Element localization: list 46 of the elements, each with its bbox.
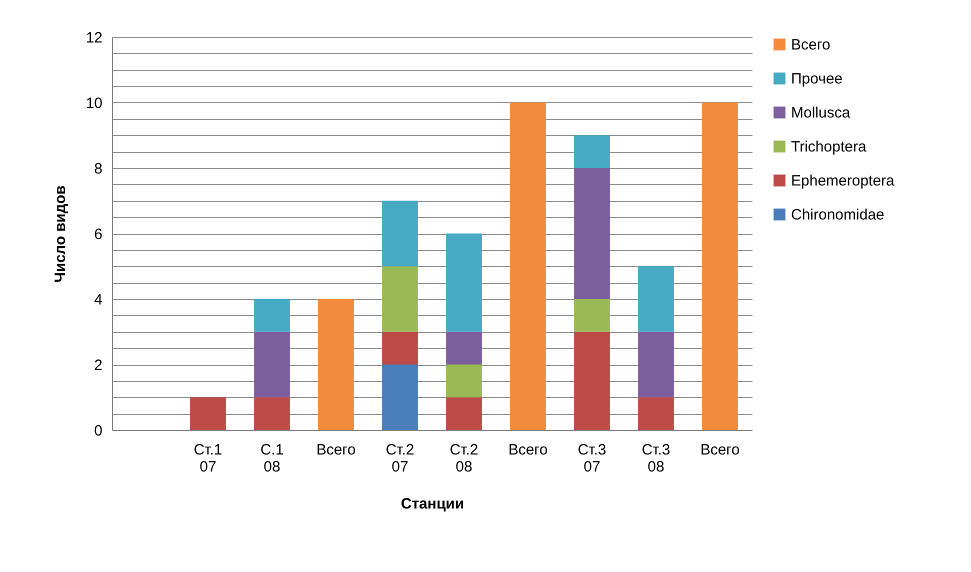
x-tick-label: С.1 08 [260,442,284,476]
bar [190,397,226,430]
y-tick-label: 12 [86,30,102,46]
y-tick-label: 6 [94,226,102,243]
bar [382,364,418,430]
bar [254,299,290,332]
x-tick-label: Ст.2 07 [386,442,414,476]
x-tick-label: Всего [508,442,548,458]
x-tick-label: Всего [316,442,356,458]
bar [574,135,610,168]
bar [254,397,290,430]
bar [446,234,482,332]
legend-label: Ephemeroptera [791,172,896,190]
bar [574,299,610,332]
bar [446,364,482,398]
y-tick-label: 2 [94,357,102,374]
bar [382,200,418,266]
y-tick-label: 8 [94,160,102,178]
bar [574,168,610,299]
y-tick-label: 4 [94,292,102,308]
legend-label: Trichoptera [791,138,867,156]
bar [382,332,418,364]
bar [318,299,354,430]
bar [382,266,418,332]
y-axis-title: Число видов [52,185,69,283]
legend-label: Всего [791,36,830,54]
bar [638,332,674,398]
bar [254,332,290,398]
bar [446,332,482,364]
legend-label: Mollusca [791,104,851,122]
x-axis-title: Станции [400,496,464,512]
legend-label: Chironomidae [791,206,884,224]
bar [574,332,610,430]
x-tick-label: Ст.2 08 [450,442,478,476]
x-tick-label: Ст.1 07 [194,442,222,476]
legend-label: Прочее [791,70,843,88]
bar [638,397,674,430]
bar [446,397,482,430]
x-tick-label: Ст.3 07 [578,442,606,476]
x-tick-label: Всего [700,442,740,458]
y-tick-label: 10 [86,95,102,112]
bar [510,102,546,430]
bar [702,102,738,430]
y-tick-label: 0 [94,422,102,440]
x-tick-label: Ст.3 08 [642,442,670,476]
bar [638,266,674,332]
